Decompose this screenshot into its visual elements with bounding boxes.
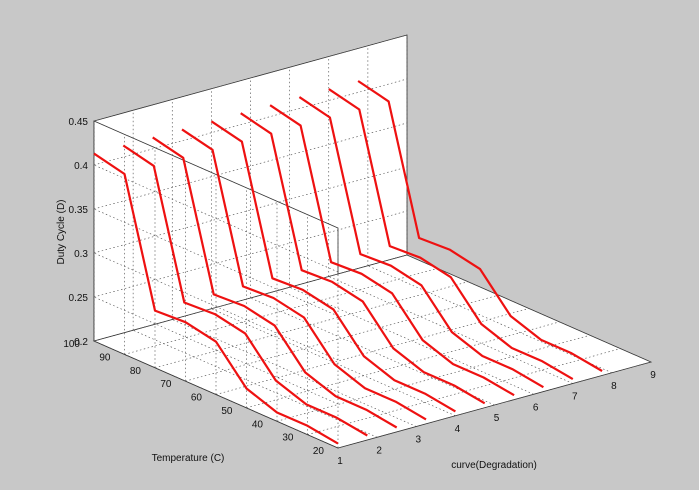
series-lines [93, 80, 603, 445]
series-line [93, 152, 339, 445]
z-tick-label: 0.25 [69, 293, 89, 304]
x-tick-label: 3 [416, 435, 422, 446]
x-axis-label: curve(Degradation) [451, 460, 537, 471]
x-tick-label: 5 [494, 413, 500, 424]
grid-line [93, 252, 339, 361]
y-tick-label: 60 [191, 393, 203, 404]
z-tick-label: 0.45 [69, 117, 89, 128]
y-tick-label: 80 [130, 366, 142, 377]
grid-line [93, 208, 339, 317]
series-line [298, 96, 544, 389]
x-tick-label: 2 [376, 445, 382, 456]
series-line [181, 128, 427, 421]
y-tick-label: 70 [160, 379, 172, 390]
z-tick-label: 0.4 [74, 161, 88, 172]
z-tick-label: 0.3 [74, 249, 88, 260]
y-tick-label: 90 [99, 352, 111, 363]
x-tick-label: 9 [650, 370, 656, 381]
z-tick-label: 0.2 [74, 337, 88, 348]
series-line [269, 104, 515, 397]
y-tick-label: 30 [282, 433, 294, 444]
x-tick-label: 7 [572, 392, 578, 403]
grid-line [93, 296, 339, 405]
y-tick-label: 40 [252, 419, 264, 430]
y-tick-label: 100 [63, 339, 80, 350]
grid-line [250, 297, 495, 406]
z-axis-label: Duty Cycle (D) [56, 199, 67, 264]
series-line [240, 112, 486, 405]
series-line [328, 88, 574, 381]
y-axis-label: Temperature (C) [152, 453, 225, 464]
y-tick-label: 20 [313, 446, 325, 457]
x-tick-label: 8 [611, 381, 617, 392]
grid-line [289, 286, 534, 395]
series-line [210, 120, 456, 413]
z-tick-label: 0.35 [69, 205, 89, 216]
x-tick-label: 1 [337, 456, 343, 467]
x-tick-label: 4 [455, 424, 461, 435]
grid-line [93, 120, 339, 229]
grid-line [93, 340, 339, 449]
series-line [152, 136, 398, 429]
x-tick-label: 6 [533, 402, 539, 413]
y-tick-label: 50 [221, 406, 233, 417]
series-line [357, 80, 603, 372]
series-line [122, 144, 368, 437]
